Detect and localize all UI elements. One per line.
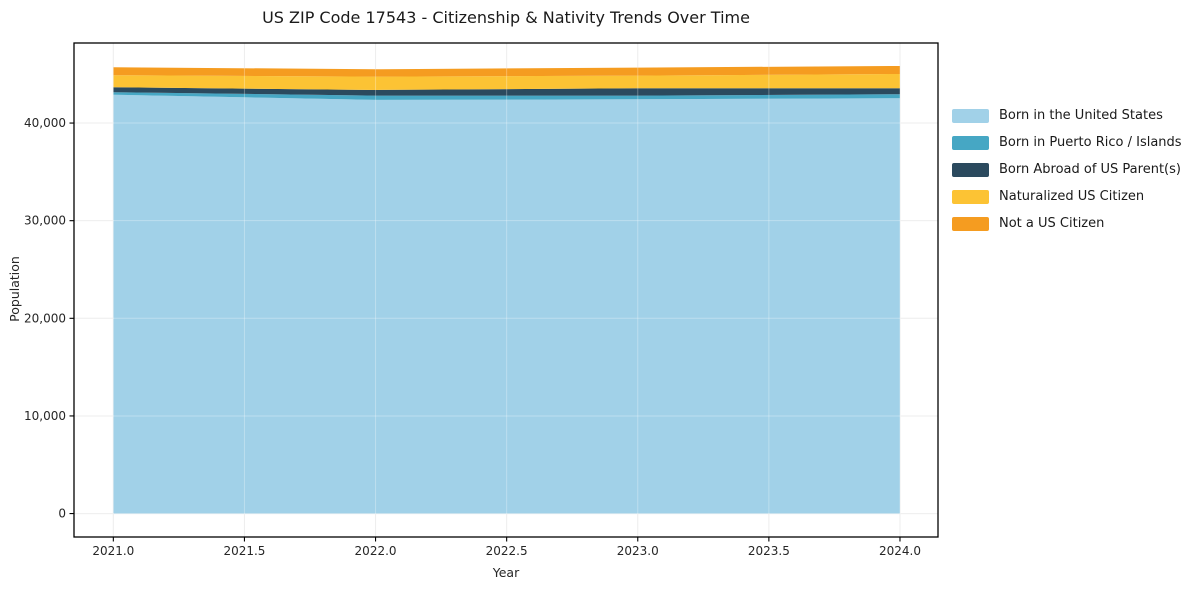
- y-tick-label: 10,000: [24, 409, 66, 423]
- legend-swatch-icon: [952, 189, 989, 204]
- legend-label: Naturalized US Citizen: [999, 189, 1145, 204]
- legend-label: Born in Puerto Rico / Islands: [999, 135, 1182, 150]
- y-axis-label: Population: [7, 256, 22, 322]
- x-tick-label: 2023.0: [617, 544, 659, 558]
- area-not-a-us-citizen: [113, 65, 900, 77]
- legend-label: Not a US Citizen: [999, 216, 1105, 231]
- y-tick-label: 40,000: [24, 116, 66, 130]
- x-tick-label: 2024.0: [879, 544, 921, 558]
- area-born-in-the-united-states: [113, 94, 900, 514]
- x-tick-label: 2023.5: [748, 544, 790, 558]
- legend-swatch-icon: [952, 135, 989, 150]
- area-naturalized-us-citizen: [113, 73, 900, 90]
- legend-swatch-icon: [952, 108, 989, 123]
- legend-swatch-icon: [952, 162, 989, 177]
- x-axis-label: Year: [492, 565, 520, 580]
- area-born-abroad-of-us-parent-s: [113, 87, 900, 96]
- x-tick-label: 2021.0: [92, 544, 134, 558]
- y-tick-label: 0: [58, 507, 66, 521]
- legend-item-not-a-us-citizen: Not a US Citizen: [952, 210, 1182, 237]
- legend-label: Born in the United States: [999, 108, 1163, 123]
- y-tick-label: 30,000: [24, 214, 66, 228]
- chart-legend: Born in the United States Born in Puerto …: [952, 102, 1182, 237]
- plot-frame: [73, 42, 939, 538]
- y-tick-label: 20,000: [24, 311, 66, 325]
- legend-item-naturalized-us-citizen: Naturalized US Citizen: [952, 183, 1182, 210]
- legend-item-born-in-puerto-rico-islands: Born in Puerto Rico / Islands: [952, 129, 1182, 156]
- x-tick-label: 2022.5: [486, 544, 528, 558]
- area-born-in-puerto-rico-islands: [113, 92, 900, 100]
- legend-swatch-icon: [952, 216, 989, 231]
- x-tick-label: 2022.0: [355, 544, 397, 558]
- legend-item-born-abroad-of-us-parent-s: Born Abroad of US Parent(s): [952, 156, 1182, 183]
- x-tick-label: 2021.5: [223, 544, 265, 558]
- legend-label: Born Abroad of US Parent(s): [999, 162, 1181, 177]
- legend-item-born-in-the-united-states: Born in the United States: [952, 102, 1182, 129]
- chart-title: US ZIP Code 17543 - Citizenship & Nativi…: [262, 8, 750, 27]
